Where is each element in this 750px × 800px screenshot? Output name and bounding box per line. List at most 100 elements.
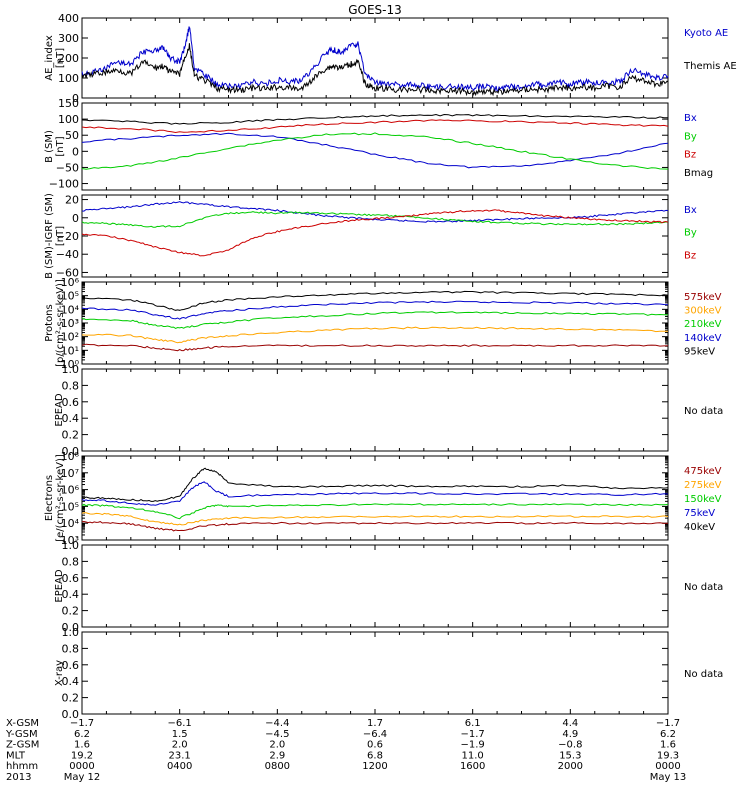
x-row-value: 2.9 [269,750,285,761]
y-tick-label: 0.6 [62,396,80,409]
x-row-label: Y-GSM [5,729,38,740]
y-tick-label: 10³ [61,534,79,547]
series-line-475kev [81,520,669,532]
y-tick-label: 200 [58,52,79,65]
date-end-label: May 13 [650,772,687,783]
panel-xray: 0.0 0.2 0.4 0.6 0.8 1.0 X-ray No data [54,626,723,721]
x-row-value: −1.7 [461,729,485,740]
x-row-value: 1.6 [74,740,90,751]
y-tick-label: 0.8 [62,379,80,392]
series-line-bmag [81,113,669,125]
y-tick-label: −20 [56,230,79,243]
y-axis-label: Electrons [44,475,55,521]
y-axis-label: B (SM) [44,130,55,163]
y-tick-label: 0.8 [62,642,80,655]
legend-label: 75keV [684,508,715,519]
panel-frame [81,631,669,715]
panel-frame [81,544,669,628]
series-line-575kev [81,343,669,352]
x-row-label: Z-GSM [6,740,39,751]
y-tick-label: 10² [61,331,79,344]
series-line-150kev [81,503,669,520]
x-row-value: 19.2 [71,750,93,761]
legend-label: Bx [684,205,697,216]
x-row-value: 6.1 [465,718,481,729]
y-axis-label: B (SM)-IGRF (SM) [44,193,55,279]
legend-label: 210keV [684,319,722,330]
x-row-value: 2000 [558,761,583,772]
x-row-value: 1.5 [172,729,188,740]
x-row-value: −1.9 [461,740,485,751]
x-row-value: 1.7 [367,718,383,729]
y-tick-label: 50 [65,129,79,142]
panel-frame [81,194,669,278]
x-row-value: −1.7 [70,718,94,729]
legend-label: 275keV [684,480,722,491]
y-tick-label: 10⁶ [61,484,80,497]
x-row-value: −6.4 [363,729,387,740]
series-line-bx [81,201,669,223]
series-line-themis-ae [81,43,669,97]
legend-label: Bx [684,113,697,124]
series-line-bz [81,209,669,257]
y-tick-label: 0 [72,212,79,225]
x-row-value: −6.1 [168,718,192,729]
series-line-95kev [81,290,669,311]
panel-frame [81,368,669,452]
y-tick-label: 1.0 [62,626,80,639]
x-row-label: MLT [6,750,26,761]
y-tick-label: 100 [58,72,79,85]
y-tick-label: 0.0 [62,621,80,634]
y-tick-label: −50 [56,161,79,174]
y-tick-label: 0 [72,92,79,105]
y-tick-label: 10⁸ [61,450,80,463]
panel-electrons: 10³ 10⁴ 10⁵ 10⁶ 10⁷ 10⁸ Electrons [e/(cm²-s-sr-… [44,450,722,547]
y-tick-label: 10⁴ [61,517,80,530]
legend-label: 40keV [684,522,715,533]
y-axis-unit: [e/(cm²-s-sr-keV)] [55,454,66,542]
y-tick-label: 0.6 [62,659,80,672]
y-tick-label: 10⁴ [61,303,80,316]
y-tick-label: −60 [56,266,79,279]
y-tick-label: −40 [56,248,79,261]
y-tick-label: 10⁵ [61,290,79,303]
y-tick-label: 0.6 [62,572,80,585]
x-row-value: 0.6 [367,740,383,751]
x-row-label: hhmm [6,761,38,772]
panel-epead2: 0.0 0.2 0.4 0.6 0.8 1.0 EPEAD No data [54,539,723,634]
y-axis-label: EPEAD [54,569,65,603]
y-tick-label: 1.0 [62,363,80,376]
series-line-210kev [81,311,669,329]
legend-label: 575keV [684,292,722,303]
series-line-by [81,132,669,170]
x-row-value: 4.4 [562,718,578,729]
x-axis-table: X-GSM −1.7 −6.1 −4.4 1.7 6.1 4.4 −1.7Y-GSM 6.2 1.… [5,718,686,783]
series-line-75kev [81,481,669,506]
x-row-value: 19.3 [657,750,679,761]
y-axis-label: AE_index [44,35,55,81]
x-row-value: 0800 [265,761,290,772]
y-axis-unit: [nT] [55,136,66,156]
x-row-value: 4.9 [562,729,578,740]
y-tick-label: 0.0 [62,445,80,458]
y-tick-label: −100 [49,178,79,191]
x-row-value: −4.4 [265,718,289,729]
y-axis-unit: [nT] [55,226,66,246]
y-tick-label: 10⁰ [61,358,80,371]
series-line-40kev [81,467,669,502]
y-tick-label: 150 [58,97,79,110]
y-tick-label: 0.2 [62,429,80,442]
y-tick-label: 10⁷ [61,467,79,480]
legend-label: Bz [684,250,696,261]
x-row-value: 23.1 [169,750,191,761]
legend-label: 150keV [684,494,722,505]
y-tick-label: 400 [58,12,79,25]
legend-label: Themis AE [683,61,737,72]
y-tick-label: 20 [65,194,79,207]
x-row-value: −4.5 [265,729,289,740]
no-data-label: No data [684,582,723,593]
legend-label: 140keV [684,333,722,344]
x-row-value: 0000 [655,761,680,772]
x-row-value: 0000 [69,761,94,772]
